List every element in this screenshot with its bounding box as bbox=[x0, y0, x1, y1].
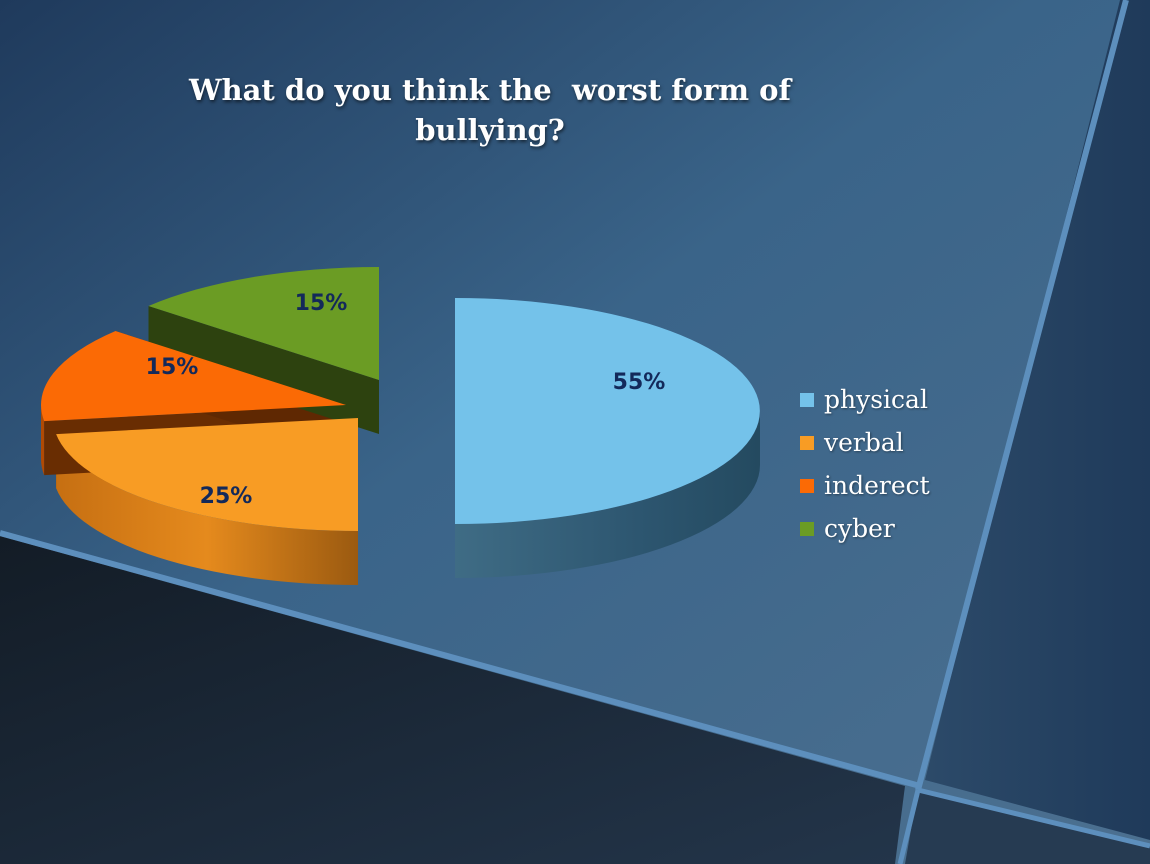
legend-label-inderect: inderect bbox=[824, 471, 930, 500]
background-stripe-lower bbox=[897, 789, 921, 864]
pie-chart: 55% 25% 15% 15% bbox=[41, 267, 760, 585]
legend-label-physical: physical bbox=[824, 385, 928, 414]
pie-slice-physical bbox=[455, 298, 760, 524]
background-right-panel bbox=[925, 0, 1150, 840]
legend-swatch-verbal bbox=[800, 435, 814, 450]
chart-title-line-1: What do you think the worst form of bbox=[188, 73, 792, 107]
background-stripe-corner bbox=[917, 787, 1150, 849]
pie-slice-inderect bbox=[41, 331, 347, 422]
data-label-physical: 55% bbox=[613, 370, 666, 395]
legend-swatch-physical bbox=[800, 392, 814, 407]
pie-slice-side-physical bbox=[455, 411, 760, 578]
data-label-cyber: 15% bbox=[295, 291, 348, 316]
legend-label-verbal: verbal bbox=[824, 428, 904, 457]
legend-swatch-inderect bbox=[800, 478, 814, 493]
chart-title: What do you think the worst form of bull… bbox=[150, 70, 830, 150]
legend-swatch-cyber bbox=[800, 521, 814, 536]
legend-label-cyber: cyber bbox=[824, 514, 895, 543]
background-dark-band bbox=[0, 536, 905, 864]
background-stripe-diagonal bbox=[0, 530, 921, 789]
pie-slice-cyber bbox=[148, 267, 379, 380]
chart-legend: physical verbal inderect cyber bbox=[800, 378, 970, 550]
pie-slice-outer-face-verbal bbox=[56, 434, 358, 585]
background-corner-panel bbox=[905, 790, 1150, 864]
legend-item-cyber: cyber bbox=[800, 507, 970, 550]
legend-item-physical: physical bbox=[800, 378, 970, 421]
background-stripe-vertical bbox=[915, 0, 1129, 791]
data-label-inderect: 15% bbox=[146, 355, 199, 380]
legend-item-inderect: inderect bbox=[800, 464, 970, 507]
pie-slice-verbal bbox=[56, 418, 358, 531]
chart-title-line-2: bullying? bbox=[415, 113, 565, 147]
pie-slice-outer-face-physical bbox=[455, 411, 760, 578]
data-label-verbal: 25% bbox=[200, 484, 253, 509]
legend-item-verbal: verbal bbox=[800, 421, 970, 464]
pie-slice-outer-face-inderect bbox=[41, 405, 45, 476]
